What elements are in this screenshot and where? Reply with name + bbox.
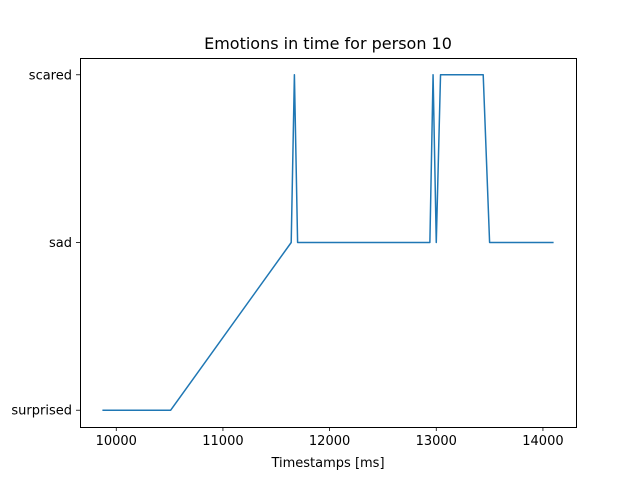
x-axis-label: Timestamps [ms] <box>270 456 384 471</box>
y-tick-label: surprised <box>11 404 72 419</box>
series-line-0 <box>102 74 554 411</box>
x-tick-label: 13000 <box>416 434 457 449</box>
x-tick-label: 10000 <box>96 434 137 449</box>
x-tick-label: 14000 <box>522 434 563 449</box>
y-tick-label: scared <box>29 68 72 83</box>
axes-frame <box>80 58 577 428</box>
x-axis: 10000 11000 12000 13000 14000 <box>96 427 564 449</box>
chart-title: Emotions in time for person 10 <box>204 34 452 53</box>
plot-area <box>102 74 554 411</box>
y-tick-label: sad <box>49 236 72 251</box>
x-tick-label: 11000 <box>202 434 243 449</box>
x-tick-label: 12000 <box>309 434 350 449</box>
y-axis: surprised sad scared <box>11 68 80 419</box>
